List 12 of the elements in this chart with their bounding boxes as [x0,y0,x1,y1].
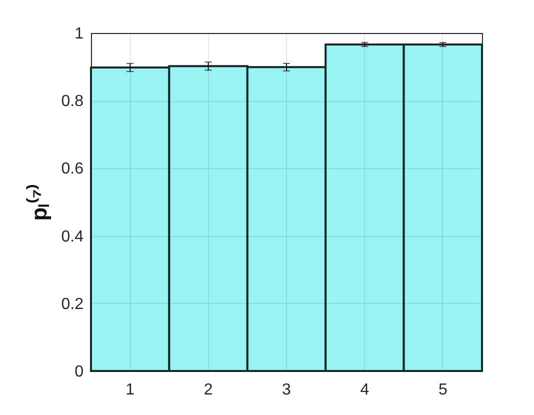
x-tick-label: 5 [438,382,448,398]
y-tick-label: 0.8 [61,93,84,110]
y-tick-label: 1 [74,26,84,42]
y-tick-label: 0 [74,364,84,380]
y-tick-label: 0.2 [61,296,84,313]
x-tick-label: 1 [126,382,135,398]
y-tick-label: 0.4 [61,228,84,246]
x-tick-label: 4 [360,382,370,398]
y-axis-title: pₗ⁽⁷⁾ [25,184,52,221]
x-tick-label: 2 [204,382,213,398]
y-tick-label: 0.6 [61,160,84,178]
x-tick-label: 3 [282,382,292,398]
